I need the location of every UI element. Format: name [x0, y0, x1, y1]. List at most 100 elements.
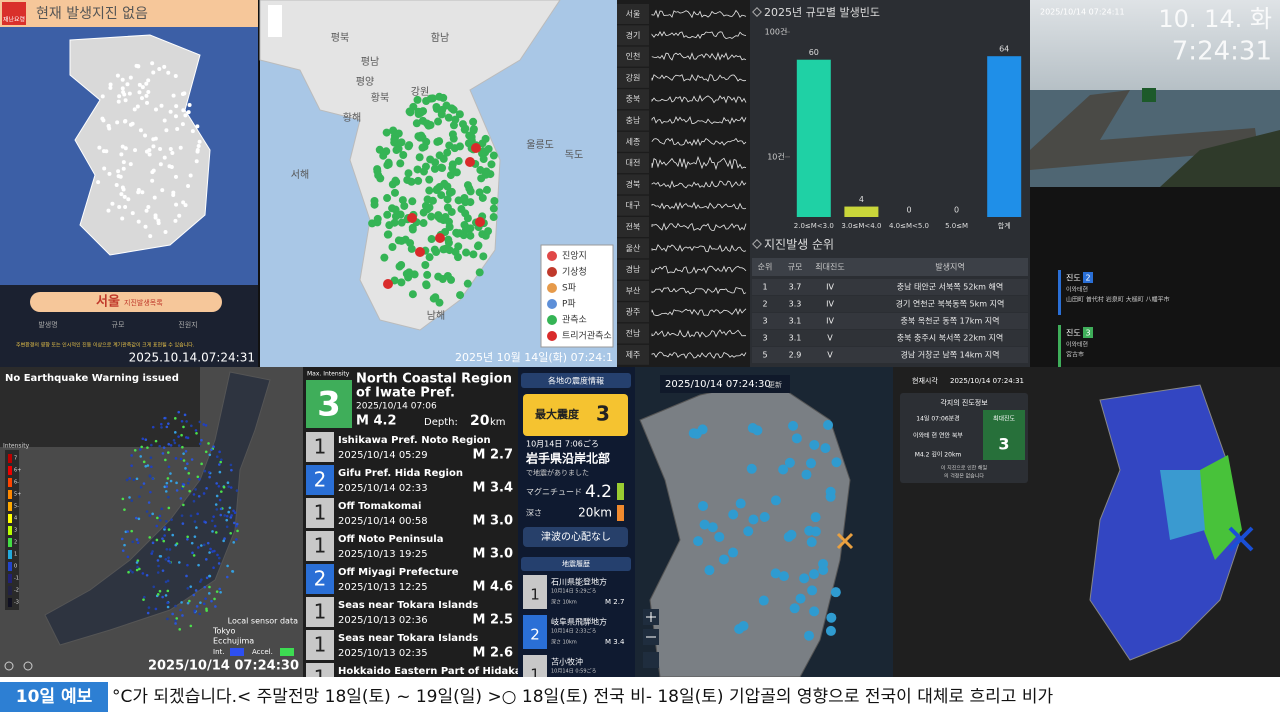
station-dot [119, 192, 124, 197]
scale-swatch [8, 490, 12, 499]
tsunami: 津波の心配なし [541, 530, 611, 543]
sensor-dot [181, 614, 184, 617]
panel [1030, 187, 1280, 367]
station-marker [831, 457, 842, 468]
sensor-dot [186, 587, 190, 590]
fullscreen-button[interactable] [643, 652, 659, 668]
station-marker [752, 425, 763, 436]
settings-icon[interactable] [23, 661, 33, 671]
ticker-label: 10일 예보 [16, 687, 93, 707]
sensor-dot [160, 507, 164, 511]
observatory [490, 196, 499, 205]
station-dot [121, 187, 126, 192]
observatory [413, 165, 422, 174]
station-dot [162, 155, 167, 160]
sensor-dot [151, 512, 154, 516]
sensor-dot [164, 580, 168, 584]
timestamp: 2025년 10월 14일(화) 07:24:1 [455, 350, 613, 364]
intensity-box [306, 432, 334, 462]
station-marker [714, 531, 725, 542]
observatory [487, 160, 496, 169]
station-dot [150, 178, 155, 183]
bar [796, 59, 831, 217]
station-dot [128, 75, 133, 80]
station-dot [147, 148, 152, 153]
trigger-station [465, 157, 475, 167]
scale-label: 1 [14, 552, 17, 558]
column-header: 순위 [758, 263, 773, 272]
waveform [651, 201, 747, 211]
city-pill [30, 292, 222, 312]
observatory [474, 241, 483, 250]
station-dot [153, 215, 158, 220]
sensor-dot [177, 435, 180, 438]
station-dot [170, 150, 175, 155]
sensor-dot [181, 445, 184, 449]
station-marker [735, 498, 746, 509]
scale-swatch [8, 454, 12, 463]
zoom-control[interactable] [268, 5, 282, 37]
intensity-value: 3 [1085, 329, 1090, 338]
observatory [426, 155, 435, 164]
legend-swatch [547, 283, 557, 293]
sensor-dot [151, 541, 155, 545]
y-tick-label: 100건 [765, 27, 788, 37]
station-tag [617, 89, 649, 110]
sensor-dot [230, 514, 233, 517]
title-icon [752, 7, 762, 17]
observatory [447, 207, 456, 216]
station-dot [162, 64, 167, 69]
map-label: 황북 [371, 92, 389, 104]
sensor-dot [130, 529, 134, 533]
sensor-dot [165, 520, 168, 523]
station-marker [778, 464, 789, 475]
scale-swatch [8, 550, 12, 559]
station-marker [795, 593, 806, 604]
banner [0, 0, 258, 27]
sensor-dot [158, 444, 162, 448]
sensor-dot [188, 489, 191, 493]
area: 이와테현 [1066, 286, 1088, 294]
value-label: 0 [954, 206, 959, 215]
observatory [412, 119, 421, 128]
station-dot [145, 100, 150, 105]
cell: 1 [762, 283, 767, 292]
station-dot [173, 114, 178, 119]
settings-icon[interactable] [4, 661, 14, 671]
station-marker [770, 568, 781, 579]
accent-bar [1058, 325, 1061, 370]
observatory [445, 246, 454, 255]
sensor-dot [178, 561, 181, 564]
intensity-box [306, 498, 334, 528]
intensity-box [306, 465, 334, 495]
sensor-dot [150, 465, 153, 469]
sensor-dot [206, 541, 210, 545]
sensor-dot [128, 496, 131, 499]
station-dot [144, 208, 149, 213]
sensor-dot [142, 460, 146, 464]
table-title: 지진발생 순위 [764, 238, 834, 252]
observatory [388, 204, 397, 213]
intensity: 1 [314, 501, 327, 525]
station-dot [108, 85, 113, 90]
station-dot [162, 118, 167, 123]
sensor-dot [184, 436, 188, 439]
sensor-dot [194, 429, 198, 432]
station-name: 강원 [626, 72, 641, 82]
observatory [453, 229, 462, 238]
sensor-dot [130, 499, 134, 502]
station-dot [173, 218, 178, 223]
sensor-dot [151, 425, 155, 429]
sensor-dot [189, 585, 193, 588]
sensor-dot [174, 604, 177, 608]
observatory [383, 194, 392, 203]
sensor-dot [177, 444, 181, 447]
sensor-dot [219, 590, 222, 594]
panel-title [521, 373, 631, 388]
sensor-dot [189, 624, 193, 628]
sensor-dot [138, 448, 142, 451]
sensor-dot [174, 457, 178, 460]
sensor-dot [151, 550, 154, 553]
sensor-dot [214, 503, 218, 506]
